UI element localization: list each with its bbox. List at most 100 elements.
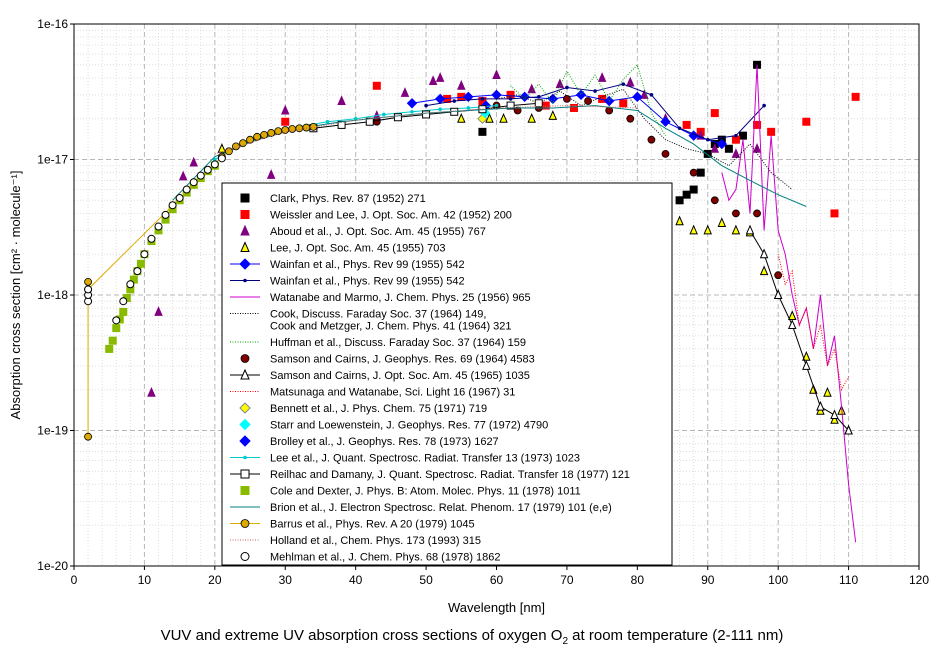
series-3-point bbox=[731, 148, 741, 158]
series-2-point bbox=[802, 117, 811, 126]
series-3-point bbox=[154, 306, 163, 316]
x-tick-label: 40 bbox=[349, 573, 363, 587]
legend-label: Wainfan et al., Phys. Rev 99 (1955) 542 bbox=[270, 259, 465, 271]
series-18-point bbox=[119, 307, 128, 316]
series-4-point bbox=[675, 215, 684, 226]
series-20-point bbox=[260, 130, 269, 139]
series-16-point bbox=[325, 119, 330, 124]
series-2-point bbox=[619, 99, 628, 108]
series-22-point bbox=[154, 222, 163, 231]
series-2-point bbox=[851, 92, 860, 101]
series-17-point bbox=[506, 101, 515, 110]
figure-caption: VUV and extreme UV absorption cross sect… bbox=[0, 627, 944, 647]
series-6-point bbox=[565, 85, 569, 90]
series-4-point bbox=[759, 265, 769, 276]
legend-swatch-marker bbox=[240, 469, 250, 479]
series-3-point bbox=[710, 143, 720, 153]
series-22-point bbox=[217, 154, 226, 163]
series-3 bbox=[147, 69, 762, 397]
series-22-point bbox=[161, 210, 170, 219]
series-22-point bbox=[189, 178, 198, 187]
legend-swatch-marker bbox=[240, 193, 250, 203]
series-2-point bbox=[569, 103, 578, 112]
series-2-point bbox=[372, 81, 381, 90]
series-11-point bbox=[773, 289, 783, 299]
series-3-point bbox=[189, 156, 198, 167]
series-11-point bbox=[787, 319, 797, 330]
series-4-point bbox=[457, 112, 466, 123]
x-tick-label: 0 bbox=[71, 573, 78, 587]
caption-text: VUV and extreme UV absorption cross sect… bbox=[160, 627, 563, 644]
series-2-point bbox=[830, 209, 839, 218]
legend-label: Aboud et al., J. Opt. Soc. Am. 45 (1955)… bbox=[270, 226, 486, 238]
series-6-point bbox=[762, 103, 766, 108]
series-3-point bbox=[492, 69, 501, 80]
series-4-point bbox=[830, 414, 839, 424]
series-4-point bbox=[499, 112, 508, 123]
series-1-point bbox=[675, 196, 684, 205]
legend-swatch-marker bbox=[240, 552, 250, 561]
legend-swatch-marker bbox=[239, 402, 251, 414]
series-1 bbox=[478, 60, 762, 205]
legend-label: Brolley et al., J. Geophys. Res. 78 (197… bbox=[270, 436, 499, 448]
series-6-point bbox=[593, 89, 597, 93]
series-22-point bbox=[126, 280, 135, 289]
x-tick-label: 30 bbox=[279, 573, 293, 587]
series-11-point bbox=[844, 424, 853, 435]
y-tick-label: 1e-20 bbox=[37, 559, 68, 573]
legend-label: Huffman et al., Discuss. Faraday Soc. 37… bbox=[270, 337, 526, 349]
series-6-point bbox=[480, 97, 485, 101]
y-tick-label: 1e-18 bbox=[37, 288, 68, 302]
series-11-line bbox=[749, 230, 849, 431]
legend-swatch-marker bbox=[243, 278, 247, 283]
legend-swatch-marker bbox=[239, 435, 251, 447]
series-18 bbox=[105, 161, 219, 353]
series-3-point bbox=[597, 72, 607, 82]
series-3-point bbox=[640, 89, 649, 99]
series-10-point bbox=[626, 114, 635, 123]
series-18-point bbox=[108, 336, 117, 345]
series-22-point bbox=[168, 201, 177, 210]
series-18-point bbox=[136, 259, 145, 268]
series-3-point bbox=[428, 75, 438, 85]
series-5-point bbox=[660, 116, 671, 127]
series-22-point bbox=[175, 193, 184, 202]
series-3-point bbox=[280, 104, 290, 115]
legend-label: Wainfan et al., Phys. Rev 99 (1955) 542 bbox=[270, 276, 465, 288]
series-20-point bbox=[274, 127, 283, 136]
series-10-point bbox=[563, 95, 571, 103]
legend-swatch-marker bbox=[239, 418, 251, 431]
x-tick-label: 120 bbox=[909, 573, 929, 587]
legend-label: Cook, Discuss. Faraday Soc. 37 (1964) 14… bbox=[270, 309, 486, 321]
series-11-point bbox=[802, 360, 811, 370]
series-6-point bbox=[452, 99, 457, 103]
legend-swatch-marker bbox=[240, 224, 250, 236]
series-3-point bbox=[337, 95, 346, 106]
series-11-point bbox=[816, 400, 825, 411]
series-22-point bbox=[119, 297, 128, 306]
series-22-point bbox=[203, 165, 212, 174]
legend-label: Watanabe and Marmo, J. Chem. Phys. 25 (1… bbox=[270, 292, 531, 304]
series-17-point bbox=[422, 110, 431, 119]
series-10-point bbox=[372, 117, 381, 126]
series-3-point bbox=[178, 170, 188, 181]
series-3-point bbox=[266, 169, 276, 179]
y-tick-label: 1e-17 bbox=[37, 153, 68, 167]
series-21 bbox=[214, 105, 638, 155]
series-18-point bbox=[105, 344, 114, 353]
series-10-point bbox=[647, 135, 656, 144]
series-10-point bbox=[605, 106, 614, 115]
series-20-point bbox=[253, 132, 261, 141]
legend-label: Matsunaga and Watanabe, Sci. Light 16 (1… bbox=[270, 387, 515, 399]
series-10-point bbox=[661, 149, 670, 158]
series-2 bbox=[281, 81, 860, 218]
series-20-point bbox=[84, 432, 92, 441]
series-5-point bbox=[575, 89, 587, 101]
series-6-point bbox=[649, 93, 654, 97]
series-20-point bbox=[232, 142, 240, 151]
series-22-point bbox=[84, 285, 93, 294]
series-17-point bbox=[534, 99, 543, 108]
series-4-point bbox=[717, 217, 727, 227]
series-12-line bbox=[777, 254, 850, 392]
x-tick-label: 20 bbox=[208, 573, 222, 587]
